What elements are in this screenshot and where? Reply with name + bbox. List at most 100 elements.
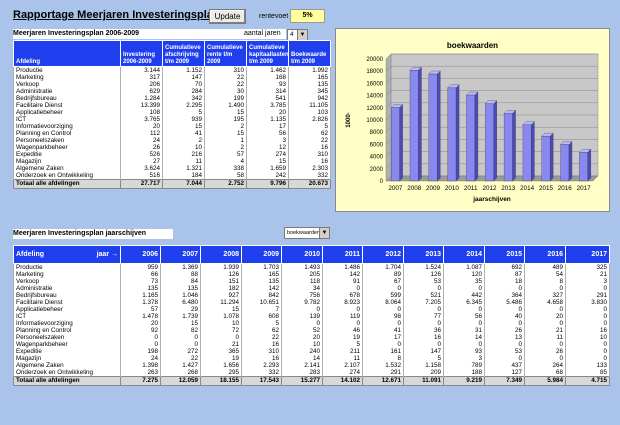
value-cell: 120 — [443, 271, 485, 278]
table-row: Onderzoek en Ontwikkeling 263 268 295 332 283… — [13, 369, 610, 377]
value-cell: 1.992 — [288, 66, 331, 74]
department-cell: Facilitaire Dienst — [13, 299, 121, 306]
value-cell: 119 — [322, 313, 363, 320]
value-cell: 0 — [524, 306, 566, 313]
value-cell: 0 — [362, 341, 404, 348]
table-row: Onderzoek en Ontwikkeling 516 184 58 242 332 — [13, 172, 331, 180]
value-cell: 521 — [403, 292, 444, 299]
chevron-down-icon: ▼ — [297, 30, 307, 40]
value-cell: 1.478 — [120, 313, 161, 320]
table-row: Verkoop 206 70 22 93 135 — [13, 81, 331, 88]
value-cell: 0 — [524, 320, 566, 327]
measure-select[interactable]: boekwaarden ▼ — [284, 227, 330, 239]
value-cell: 84 — [160, 278, 201, 285]
department-cell: Informatievoorziging — [13, 123, 121, 130]
bar-chart: 0 2000 4000 6000 8000 10000 12000 14000 16000 180… — [346, 53, 599, 203]
department-cell: Marketing — [13, 271, 121, 278]
value-cell: 599 — [362, 292, 404, 299]
value-cell: 1.524 — [403, 263, 444, 271]
value-cell: 0 — [120, 341, 161, 348]
value-cell: 0 — [484, 355, 525, 362]
y-axis-label: 1000- — [346, 112, 352, 127]
value-cell: 7.205 — [403, 299, 444, 306]
value-cell: 0 — [322, 306, 363, 313]
table-row: Planning en Control 112 41 15 56 62 — [13, 130, 331, 137]
value-cell: 437 — [484, 362, 525, 369]
value-cell: 56 — [443, 313, 485, 320]
rente-input[interactable]: 5% — [290, 9, 325, 23]
value-cell: 127 — [484, 369, 525, 377]
total-cell: 7.044 — [162, 179, 205, 189]
value-cell: 12 — [246, 144, 289, 151]
gridline — [385, 53, 392, 60]
value-cell: 756 — [281, 292, 323, 299]
table-row: Productie 3.144 1.152 310 1.462 1.992 — [13, 66, 331, 74]
value-cell: 14 — [443, 334, 485, 341]
value-cell: 0 — [565, 355, 610, 362]
value-cell: 40 — [484, 313, 525, 320]
value-cell: 310 — [288, 151, 331, 158]
value-cell: 11.294 — [200, 299, 242, 306]
value-cell: 88 — [160, 271, 201, 278]
value-cell: 2 — [204, 123, 247, 130]
value-cell: 1.046 — [160, 292, 201, 299]
value-cell: 82 — [160, 327, 201, 334]
value-cell: 3.785 — [246, 102, 289, 109]
x-tick-label: 2009 — [426, 185, 441, 192]
value-cell: 3.144 — [120, 66, 163, 74]
department-cell: Algemene Zaken — [13, 362, 121, 369]
value-cell: 205 — [281, 271, 323, 278]
chart-panel: boekwaarden 0 2000 4000 6000 8000 10000 12000 1… — [335, 28, 610, 212]
gridline — [385, 102, 392, 108]
value-cell: 98 — [362, 313, 404, 320]
value-cell: 10 — [281, 341, 323, 348]
value-cell: 6.345 — [443, 299, 485, 306]
value-cell: 198 — [120, 348, 161, 355]
value-cell: 21 — [200, 341, 242, 348]
value-cell: 291 — [362, 369, 404, 377]
value-cell: 1.704 — [362, 263, 404, 271]
bar-side — [568, 141, 573, 182]
value-cell: 41 — [162, 130, 205, 137]
department-cell: Informatievoorziging — [13, 320, 121, 327]
value-cell: 93 — [246, 81, 289, 88]
value-cell: 939 — [162, 116, 205, 123]
value-cell: 0 — [322, 320, 363, 327]
bar-top — [522, 121, 535, 125]
value-cell: 20 — [246, 109, 289, 116]
bar-top — [466, 91, 479, 96]
top-table: Afdeling Investering 2006-2009 Cumulatie… — [13, 40, 331, 189]
value-cell: 240 — [281, 348, 323, 355]
value-cell: 264 — [524, 362, 566, 369]
bar-top — [503, 110, 516, 114]
value-cell: 13 — [484, 334, 525, 341]
bar — [466, 94, 476, 182]
value-cell: 62 — [241, 327, 282, 334]
update-button[interactable]: Update — [209, 9, 246, 24]
value-cell: 14 — [281, 355, 323, 362]
value-cell: 3.830 — [565, 299, 610, 306]
value-cell: 0 — [484, 306, 525, 313]
year-header: 2007 — [160, 245, 201, 264]
total-cell: 7.275 — [120, 376, 161, 386]
value-cell: 112 — [120, 130, 163, 137]
value-cell: 1.378 — [120, 299, 161, 306]
bottom-table-header: Afdeling jaar → 2006 2007 2008 2009 2010 2011… — [13, 245, 610, 264]
value-cell: 165 — [288, 74, 331, 81]
y-tick-label: 4000 — [370, 155, 384, 161]
value-cell: 53 — [403, 278, 444, 285]
value-cell: 16 — [288, 144, 331, 151]
year-header: 2011 — [322, 245, 363, 264]
value-cell: 1.739 — [160, 313, 201, 320]
col-header: Cumulatieve rente t/m 2009 — [204, 40, 247, 67]
value-cell: 16 — [565, 327, 610, 334]
year-header: 2016 — [524, 245, 566, 264]
value-cell: 2.295 — [162, 102, 205, 109]
bar — [428, 73, 438, 182]
total-cell: 12.671 — [362, 376, 404, 386]
value-cell: 0 — [443, 285, 485, 292]
value-cell: 1.462 — [246, 66, 289, 74]
value-cell: 118 — [281, 278, 323, 285]
value-cell: 20 — [120, 320, 161, 327]
value-cell: 10 — [162, 144, 205, 151]
